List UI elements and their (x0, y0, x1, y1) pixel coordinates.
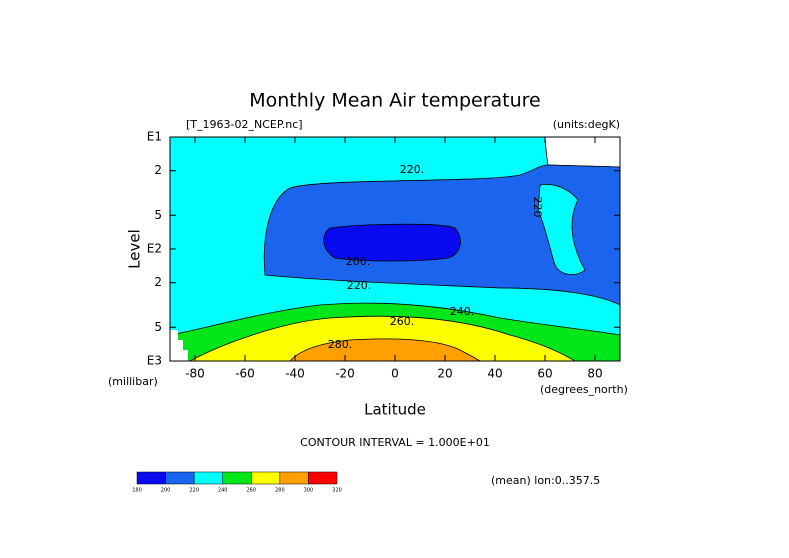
x-tick-label: 40 (487, 367, 502, 381)
x-tick-label: -20 (335, 367, 355, 381)
colorbar-label: 280 (275, 488, 285, 494)
colorbar-label: 240 (218, 488, 228, 494)
y-tick-label: E3 (147, 354, 162, 368)
region (323, 223, 461, 262)
contour-interval: CONTOUR INTERVAL = 1.000E+01 (300, 436, 490, 449)
colorbar-cell (251, 471, 281, 485)
colorbar-label: 180 (132, 488, 142, 494)
y-axis-label: Level (126, 229, 144, 269)
contour-label: 220. (347, 279, 372, 292)
missing-region (170, 330, 188, 361)
contour-label: 200. (346, 255, 371, 268)
x-tick-label: 80 (587, 367, 602, 381)
contour-label: 240. (450, 305, 475, 318)
y-tick-label: 2 (154, 163, 162, 177)
x-tick-label: -40 (285, 367, 305, 381)
dataset-label: [T_1963-02_NCEP.nc] (186, 118, 303, 131)
x-axis-label: Latitude (364, 401, 426, 419)
colorbar-cell (193, 471, 223, 485)
x-tick-label: -60 (235, 367, 255, 381)
colorbar-cell (165, 471, 195, 485)
y-tick-label: 5 (154, 320, 162, 334)
region (537, 183, 586, 275)
contour-label: 280. (328, 338, 353, 351)
colorbar-cell (136, 471, 166, 485)
colorbar-label: 220 (189, 488, 199, 494)
colorbar-label: 260 (247, 488, 257, 494)
x-tick-label: 20 (437, 367, 452, 381)
colorbar-label: 320 (332, 488, 342, 494)
colorbar-cell (279, 471, 309, 485)
x-tick-label: 0 (391, 367, 399, 381)
x-units: (degrees_north) (540, 383, 628, 396)
x-tick-label: -80 (185, 367, 205, 381)
colorbar-label: 300 (304, 488, 314, 494)
contour-label: 260. (390, 315, 415, 328)
x-tick-label: 60 (537, 367, 552, 381)
footer: (mean) lon:0..357.5 (491, 474, 600, 487)
colorbar-label: 200 (161, 488, 171, 494)
y-tick-label: 5 (154, 208, 162, 222)
units-label: (units:degK) (553, 118, 620, 131)
colorbar-cell (308, 471, 338, 485)
region (289, 338, 482, 362)
y-tick-label: 2 (154, 275, 162, 289)
colorbar-cell (222, 471, 252, 485)
contour-label: 220. (400, 163, 425, 176)
contour-label: 220 (531, 197, 544, 218)
y-tick-label: E2 (147, 242, 162, 256)
chart-title: Monthly Mean Air temperature (249, 90, 540, 112)
y-tick-label: E1 (147, 130, 162, 144)
missing-region (544, 136, 621, 168)
y-units: (millibar) (108, 375, 158, 388)
